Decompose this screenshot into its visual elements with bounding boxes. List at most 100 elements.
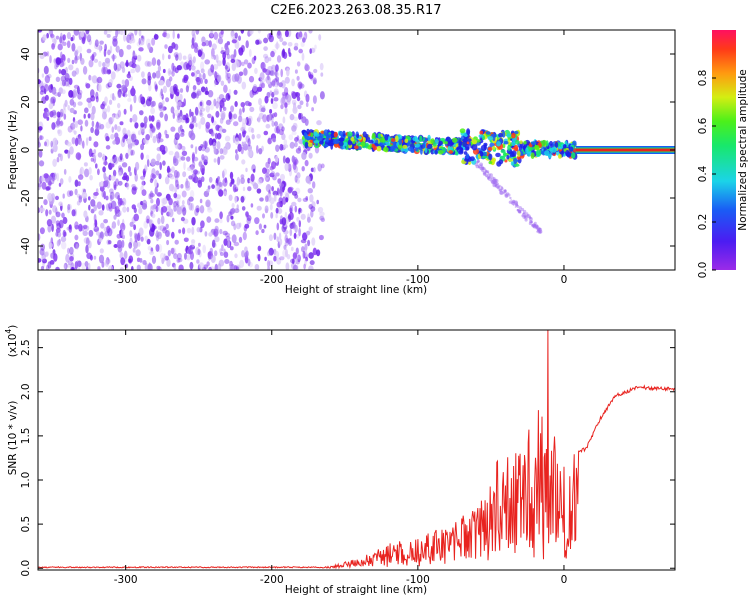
noise-speckle	[178, 264, 184, 270]
noise-speckle	[87, 262, 91, 270]
signal-track-point	[513, 163, 520, 167]
noise-speckle	[120, 257, 126, 266]
signal-track-point	[313, 131, 318, 136]
noise-speckle	[135, 161, 140, 171]
noise-speckle	[144, 166, 148, 172]
noise-speckle	[93, 204, 97, 212]
noise-speckle	[143, 116, 148, 124]
noise-speckle	[312, 77, 317, 85]
noise-speckle	[162, 197, 168, 205]
signal-tail-point	[487, 177, 492, 181]
noise-speckle	[172, 112, 175, 119]
noise-speckle	[196, 227, 201, 233]
noise-speckle	[135, 249, 141, 257]
noise-speckle	[235, 60, 240, 68]
noise-speckle	[63, 168, 67, 175]
noise-speckle	[109, 45, 113, 54]
noise-speckle	[55, 227, 61, 233]
noise-speckle	[268, 57, 272, 62]
signal-tail-point	[500, 185, 503, 188]
noise-speckle	[268, 247, 274, 256]
noise-speckle	[294, 137, 299, 142]
noise-speckle	[217, 263, 222, 270]
noise-speckle	[166, 258, 171, 267]
noise-speckle	[155, 134, 159, 139]
noise-speckle	[242, 186, 246, 192]
snr-y-tick-label: 2.0	[20, 383, 32, 400]
noise-speckle	[285, 262, 290, 270]
signal-track-point	[503, 140, 509, 145]
noise-speckle	[233, 89, 238, 95]
noise-speckle	[176, 200, 180, 208]
noise-speckle	[155, 170, 160, 176]
noise-speckle	[139, 110, 144, 116]
noise-speckle	[241, 250, 245, 258]
noise-speckle	[282, 249, 287, 258]
noise-speckle	[123, 172, 128, 180]
noise-speckle	[228, 111, 232, 120]
noise-speckle	[204, 90, 209, 96]
noise-speckle	[265, 161, 270, 169]
noise-speckle	[67, 260, 73, 266]
signal-track-point	[333, 138, 339, 145]
noise-speckle	[267, 137, 273, 145]
colorbar-tick-label: 0.0	[697, 262, 709, 279]
noise-speckle	[86, 48, 92, 54]
noise-speckle	[203, 155, 209, 163]
noise-speckle	[211, 184, 216, 190]
noise-speckle	[214, 218, 220, 223]
noise-speckle	[238, 71, 244, 77]
noise-speckle	[269, 90, 273, 96]
noise-speckle	[162, 106, 167, 111]
noise-speckle	[121, 66, 126, 73]
noise-speckle	[110, 133, 115, 140]
noise-speckle	[116, 83, 122, 89]
noise-speckle	[205, 104, 210, 113]
noise-speckle	[116, 125, 121, 132]
noise-speckle	[283, 244, 287, 250]
noise-speckle	[208, 176, 213, 183]
noise-speckle	[202, 72, 206, 80]
noise-speckle	[88, 240, 92, 249]
noise-speckle	[88, 59, 94, 68]
noise-speckle	[192, 161, 196, 168]
signal-track-point	[384, 134, 389, 141]
noise-speckle	[129, 117, 133, 123]
noise-speckle	[80, 125, 83, 132]
noise-speckle	[214, 250, 218, 257]
noise-speckle	[163, 253, 166, 262]
signal-track-point	[368, 139, 374, 144]
noise-speckle	[202, 140, 208, 148]
signal-tail-point	[487, 173, 491, 177]
noise-speckle	[69, 107, 75, 113]
noise-speckle	[85, 244, 89, 254]
signal-track-point	[338, 141, 344, 147]
noise-speckle	[190, 111, 194, 117]
noise-speckle	[98, 254, 105, 264]
noise-speckle	[85, 83, 91, 89]
signal-tail-point	[487, 171, 490, 174]
noise-speckle	[178, 155, 182, 162]
noise-speckle	[211, 48, 215, 57]
noise-speckle	[304, 64, 310, 72]
noise-speckle	[70, 122, 76, 130]
noise-speckle	[270, 50, 275, 58]
signal-track-point	[350, 137, 355, 142]
noise-speckle	[294, 69, 298, 74]
noise-speckle	[82, 65, 88, 75]
noise-speckle	[191, 92, 197, 99]
spectrogram-y-tick-label: 20	[20, 95, 32, 108]
noise-speckle	[225, 235, 231, 241]
noise-speckle	[131, 141, 136, 147]
noise-speckle	[308, 30, 313, 34]
noise-speckle	[298, 146, 301, 151]
noise-speckle	[155, 205, 159, 213]
noise-speckle	[132, 247, 136, 253]
noise-speckle	[210, 255, 216, 263]
noise-speckle	[248, 75, 255, 83]
noise-speckle	[258, 223, 262, 230]
signal-track-point	[463, 151, 468, 155]
noise-speckle	[173, 205, 177, 212]
noise-speckle	[294, 42, 299, 47]
noise-speckle	[156, 153, 161, 162]
